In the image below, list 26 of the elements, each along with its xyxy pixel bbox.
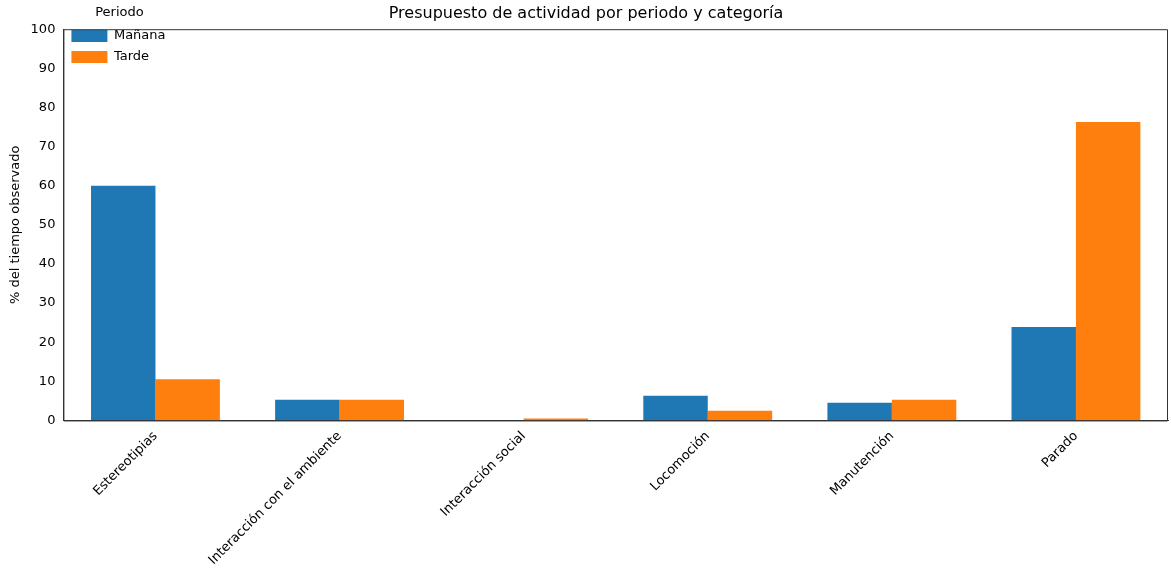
y-tick-label: 60 [38, 177, 56, 193]
bar [275, 399, 340, 421]
y-tick-label: 30 [38, 294, 56, 310]
bar [643, 395, 708, 421]
legend-label: Tarde [112, 48, 150, 64]
y-tick-label: 0 [47, 411, 56, 427]
y-tick-label: 20 [38, 333, 56, 349]
bar [891, 399, 957, 421]
bar [155, 379, 220, 421]
bar [827, 402, 892, 421]
bar [339, 399, 404, 421]
bar [91, 185, 156, 421]
bar [1075, 121, 1141, 421]
y-tick-label: 90 [38, 59, 56, 75]
y-tick-label: 10 [38, 372, 56, 388]
legend-label: Mañana [113, 27, 166, 43]
chart-title: Presupuesto de actividad por periodo y categoría [388, 2, 784, 22]
y-tick-label: 80 [38, 98, 56, 114]
bar [707, 410, 773, 421]
y-tick-label: 100 [30, 20, 56, 36]
y-tick-label: 70 [38, 137, 56, 153]
y-tick-label: 40 [38, 255, 56, 271]
y-axis-title: % del tiempo observado [7, 145, 23, 305]
y-tick-label: 50 [38, 216, 56, 232]
bar [1011, 326, 1076, 421]
legend-title: Periodo [95, 3, 144, 19]
